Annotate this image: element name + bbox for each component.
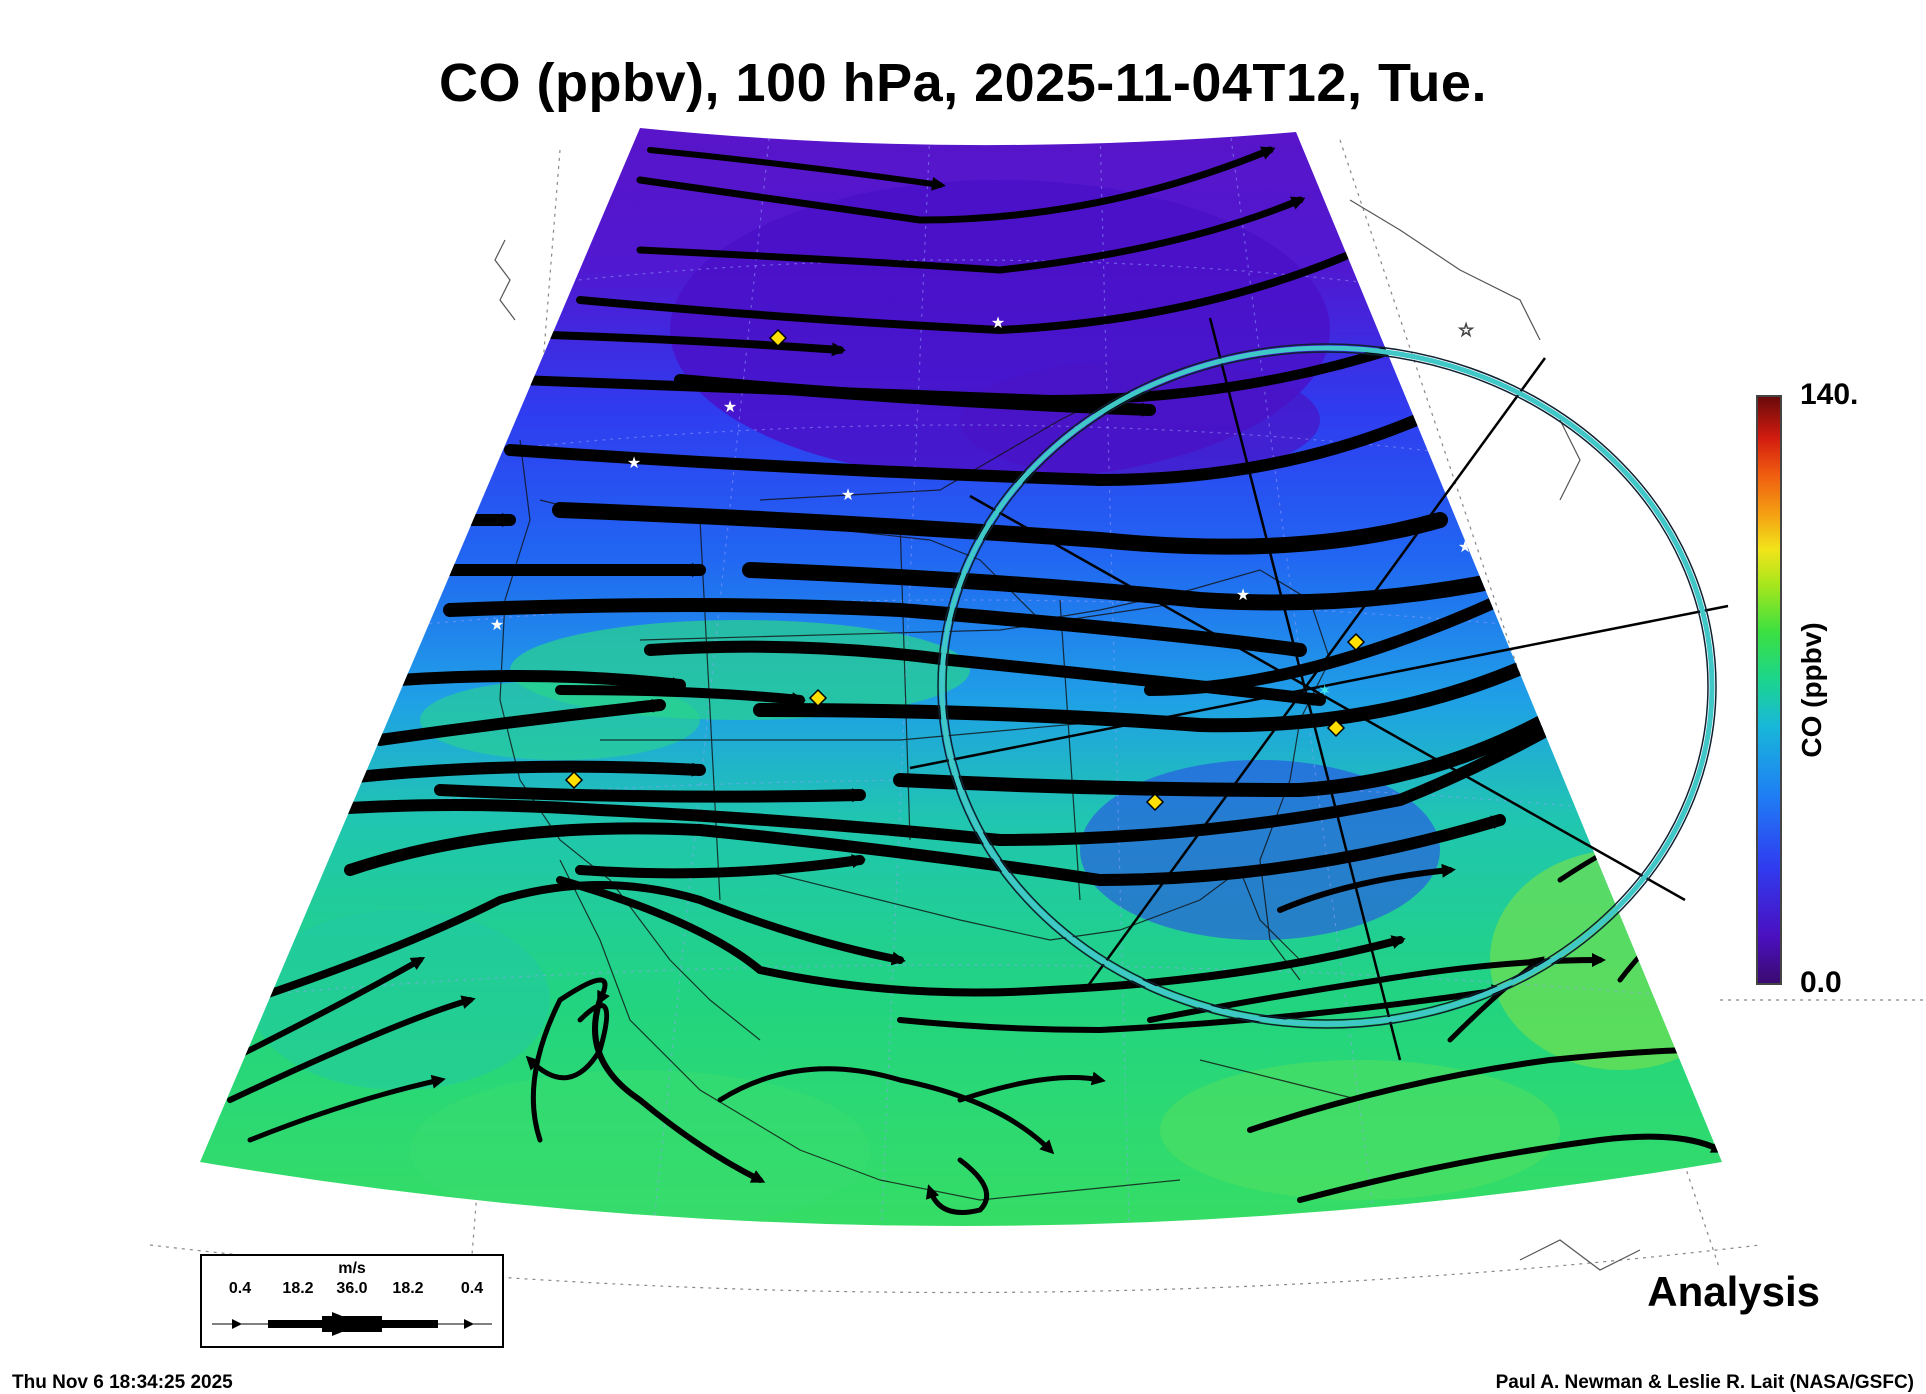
site-markers bbox=[564, 328, 1366, 812]
wind-legend-value: 18.2 bbox=[392, 1280, 424, 1297]
wind-legend-value: 18.2 bbox=[282, 1280, 314, 1297]
co-field bbox=[200, 128, 1722, 1226]
center-star: ✶ bbox=[1318, 683, 1331, 700]
station-star: ★ bbox=[1458, 537, 1472, 556]
map-title: CO (ppbv), 100 hPa, 2025-11-04T12, Tue. bbox=[439, 53, 1487, 113]
wind-streamlines bbox=[227, 146, 1722, 1215]
outline-star: ☆ bbox=[1458, 320, 1474, 340]
station-star: ★ bbox=[490, 615, 504, 634]
station-star: ★ bbox=[1236, 585, 1250, 604]
colorbar-min-label: 0.0 bbox=[1800, 966, 1842, 999]
site-marker bbox=[1326, 718, 1346, 738]
timestamp: Thu Nov 6 18:34:25 2025 bbox=[12, 1372, 233, 1393]
station-star: ★ bbox=[991, 313, 1005, 332]
exterior-coastlines bbox=[494, 199, 1641, 1271]
highlight-ring bbox=[937, 343, 1717, 1029]
wind-legend: m/s 0.4 18.2 36.0 18.2 0.4 bbox=[200, 1254, 504, 1348]
site-marker bbox=[808, 688, 828, 708]
station-star: ★ bbox=[723, 397, 737, 416]
colorbar-title: CO (ppbv) bbox=[1796, 622, 1827, 758]
wind-legend-value: 0.4 bbox=[460, 1280, 484, 1297]
section-lines bbox=[909, 317, 1729, 1061]
credit: Paul A. Newman & Leslie R. Lait (NASA/GS… bbox=[1495, 1372, 1914, 1393]
site-marker bbox=[564, 770, 584, 790]
wind-legend-arrow bbox=[212, 1312, 492, 1336]
colorbar-max-label: 140. bbox=[1800, 378, 1859, 411]
site-marker bbox=[1145, 792, 1165, 812]
station-stars: ★ ★ ★ ★ ★ ★ ★ bbox=[490, 313, 1472, 634]
wind-legend-value: 36.0 bbox=[336, 1280, 368, 1297]
site-marker bbox=[768, 328, 788, 348]
station-star: ★ bbox=[841, 485, 855, 504]
wind-legend-value: 0.4 bbox=[228, 1280, 252, 1297]
station-star: ★ bbox=[627, 453, 641, 472]
site-marker bbox=[1346, 632, 1366, 652]
product-label: Analysis bbox=[1647, 1268, 1820, 1315]
wind-legend-unit: m/s bbox=[338, 1260, 366, 1277]
colorbar bbox=[1756, 395, 1782, 985]
